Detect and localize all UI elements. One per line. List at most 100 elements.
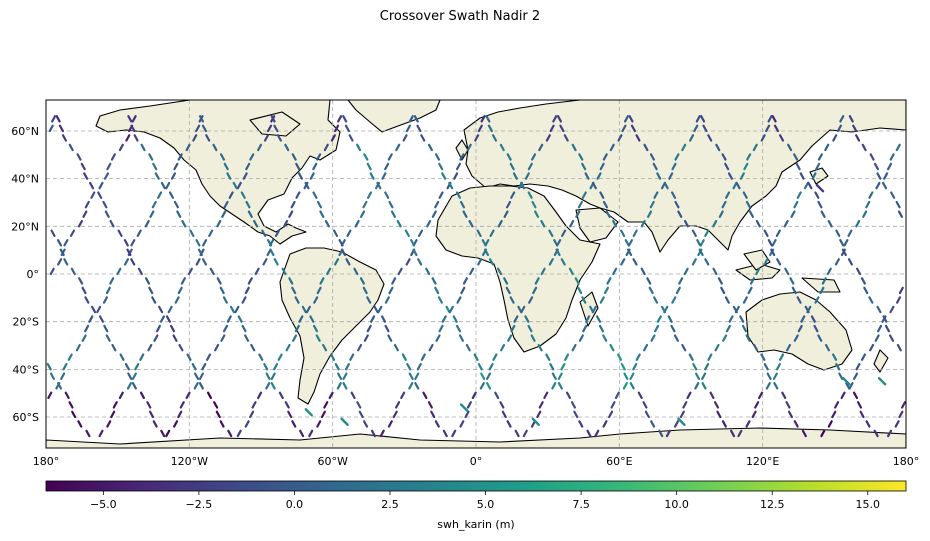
track-segment — [50, 229, 56, 237]
track-segment — [174, 296, 180, 304]
track-segment — [488, 258, 494, 266]
track-segment — [807, 181, 813, 190]
track-segment — [522, 429, 528, 438]
track-segment — [574, 277, 580, 285]
track-segment — [767, 239, 773, 247]
track-segment — [448, 181, 454, 190]
track-segment — [133, 134, 139, 142]
track-segment — [83, 172, 89, 180]
track-segment — [319, 210, 325, 218]
track-segment — [609, 343, 615, 352]
track-segment — [476, 229, 482, 237]
colorbar-tick-label: 12.5 — [760, 498, 785, 511]
track-segment — [622, 382, 628, 390]
track-segment — [629, 372, 635, 380]
track-segment — [793, 420, 799, 428]
track-segment — [653, 296, 659, 304]
track-segment — [695, 115, 701, 123]
longitude-tick-labels: 180° 120°W 60°W 0° 60°E 120°E 180° — [33, 455, 920, 468]
antarctica-landmass — [46, 427, 906, 448]
track-segment — [561, 229, 567, 237]
track-segment — [290, 200, 296, 209]
track-segment — [861, 143, 867, 152]
track-segment — [102, 296, 109, 304]
track-segment — [273, 124, 279, 133]
greenland-landmass — [347, 100, 441, 133]
track-segment — [473, 353, 479, 361]
track-segment — [363, 153, 369, 161]
track-segment — [168, 191, 175, 199]
track-segment — [349, 353, 355, 361]
track-segment — [342, 382, 348, 390]
track-segment — [789, 277, 795, 285]
track-segment — [185, 391, 191, 400]
track-segment — [845, 382, 851, 390]
track-segment — [681, 343, 687, 352]
track-segment — [673, 334, 679, 342]
track-segment — [713, 401, 720, 409]
track-segment — [734, 305, 740, 314]
track-segment — [510, 324, 516, 333]
track-segment — [180, 277, 186, 285]
colorbar-label: swh_karin (m) — [437, 518, 515, 531]
track-segment — [811, 172, 817, 180]
track-segment — [125, 134, 131, 142]
track-segment — [408, 382, 414, 390]
track-segment — [244, 286, 250, 295]
track-segment — [707, 134, 713, 142]
track-segment — [548, 229, 554, 237]
track-segment — [877, 324, 883, 333]
track-segment — [784, 267, 790, 276]
track-segment — [98, 181, 104, 190]
track-segment — [683, 267, 689, 276]
track-segment — [763, 229, 769, 237]
track-segment — [330, 353, 336, 361]
track-segment — [763, 362, 769, 371]
track-segment — [298, 315, 304, 323]
track-segment — [694, 372, 701, 380]
colorbar-tick-label: 2.5 — [381, 498, 399, 511]
track-segment — [497, 267, 503, 276]
track-segment — [560, 362, 566, 371]
track-segment — [287, 410, 293, 419]
track-segment — [189, 229, 195, 237]
track-segment — [291, 153, 297, 161]
track-segment — [165, 181, 171, 190]
track-segment — [151, 200, 157, 209]
track-segment — [244, 420, 250, 428]
track-segment — [650, 420, 656, 428]
track-segment — [49, 372, 55, 380]
track-segment — [309, 172, 315, 180]
track-segment — [876, 305, 882, 314]
track-segment — [863, 286, 869, 295]
track-segment — [477, 258, 483, 266]
track-segment — [881, 181, 888, 190]
track-segment — [707, 353, 713, 361]
track-segment — [434, 420, 440, 428]
track-segment — [221, 210, 227, 218]
track-segment — [250, 343, 256, 352]
track-segment — [702, 124, 708, 133]
track-segment — [691, 229, 697, 237]
track-point — [459, 403, 469, 412]
track-segment — [847, 229, 853, 237]
track-segment — [140, 143, 146, 152]
track-segment — [895, 143, 901, 152]
track-segment — [758, 391, 764, 400]
track-segment — [118, 391, 124, 400]
track-segment — [366, 162, 372, 171]
track-segment — [534, 210, 540, 218]
track-segment — [249, 410, 255, 419]
track-segment — [305, 305, 311, 314]
track-segment — [90, 191, 96, 199]
track-segment — [434, 286, 440, 295]
lat-tick-label: 60°S — [13, 411, 39, 424]
track-segment — [602, 334, 608, 342]
track-segment — [261, 229, 267, 237]
track-segment — [299, 429, 305, 438]
track-segment — [689, 134, 695, 142]
track-segment — [865, 420, 871, 428]
track-segment — [359, 277, 365, 285]
track-segment — [855, 134, 861, 142]
track-point — [877, 377, 887, 386]
